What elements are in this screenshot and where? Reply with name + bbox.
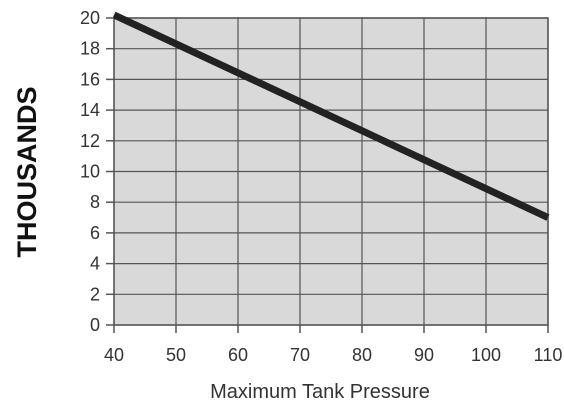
x-tick-label-90: 90	[414, 345, 434, 365]
y-tick-label-2: 2	[90, 284, 100, 304]
y-tick-label-10: 10	[80, 162, 100, 182]
x-tick-label-60: 60	[228, 345, 248, 365]
x-axis-ticks: 40 50 60 70 80 90 100 110	[104, 325, 562, 365]
y-tick-label-6: 6	[90, 223, 100, 243]
y-tick-label-16: 16	[80, 69, 100, 89]
x-tick-label-110: 110	[534, 345, 563, 365]
x-tick-label-100: 100	[471, 345, 501, 365]
x-tick-label-80: 80	[352, 345, 372, 365]
y-tick-label-8: 8	[90, 192, 100, 212]
y-axis-ticks: 0 2 4 6 8 10 12 14 16 18 20	[80, 8, 114, 335]
y-tick-label-18: 18	[80, 39, 100, 59]
y-tick-label-20: 20	[80, 8, 100, 28]
y-tick-label-4: 4	[90, 254, 100, 274]
series-line-0	[112, 11, 550, 221]
x-axis-title: Maximum Tank Pressure	[210, 381, 430, 403]
y-tick-label-14: 14	[80, 100, 100, 120]
y-tick-label-0: 0	[90, 315, 100, 335]
x-tick-label-50: 50	[166, 345, 186, 365]
y-tick-label-12: 12	[80, 131, 100, 151]
x-tick-label-40: 40	[104, 345, 124, 365]
data-series	[112, 11, 550, 221]
y-axis-title: THOUSANDS	[12, 86, 42, 257]
x-tick-label-70: 70	[290, 345, 310, 365]
